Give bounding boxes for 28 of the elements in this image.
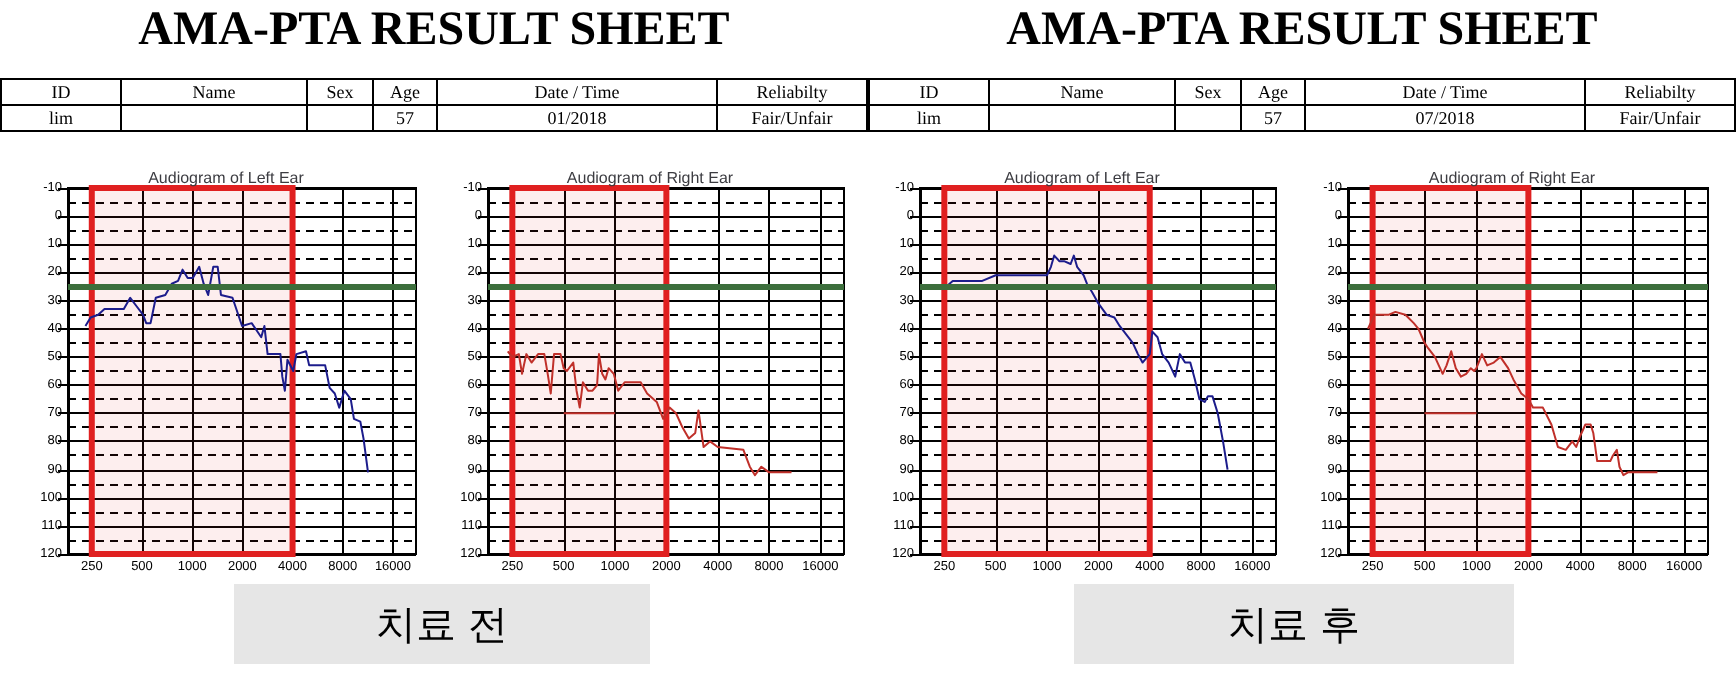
text: 57 (396, 108, 414, 128)
text: Fair/Unfair (1619, 108, 1701, 128)
chart-title: Audiogram of Right Ear (1428, 169, 1596, 187)
category-label: Sex (307, 79, 373, 105)
category-label: ID (869, 79, 989, 105)
text: 치료 후 (1227, 597, 1361, 651)
chart-title: Audiogram of Left Ear (148, 169, 305, 187)
text: 01/2018 (547, 108, 607, 128)
chart-title: Audiogram of Left Ear (1004, 169, 1161, 187)
category-label: Name (989, 79, 1175, 105)
category-label: Age (1241, 79, 1305, 105)
category-label: Name (121, 79, 307, 105)
category-label: Reliabilty (717, 79, 867, 105)
category-label: Date / Time (437, 79, 717, 105)
text: lim (48, 108, 73, 128)
text: Fair/Unfair (751, 108, 833, 128)
category-label: Age (373, 79, 437, 105)
chart-title: Audiogram of Right Ear (566, 169, 734, 187)
category-label: ID (1, 79, 121, 105)
text: lim (916, 108, 941, 128)
category-label: Reliabilty (1585, 79, 1735, 105)
category-label: Date / Time (1305, 79, 1585, 105)
text: AMA-PTA RESULT SHEET (138, 4, 730, 58)
text: 치료 전 (375, 597, 509, 651)
text: 57 (1264, 108, 1282, 128)
text: AMA-PTA RESULT SHEET (1006, 4, 1598, 58)
text: 07/2018 (1415, 108, 1475, 128)
category-label: Sex (1175, 79, 1241, 105)
